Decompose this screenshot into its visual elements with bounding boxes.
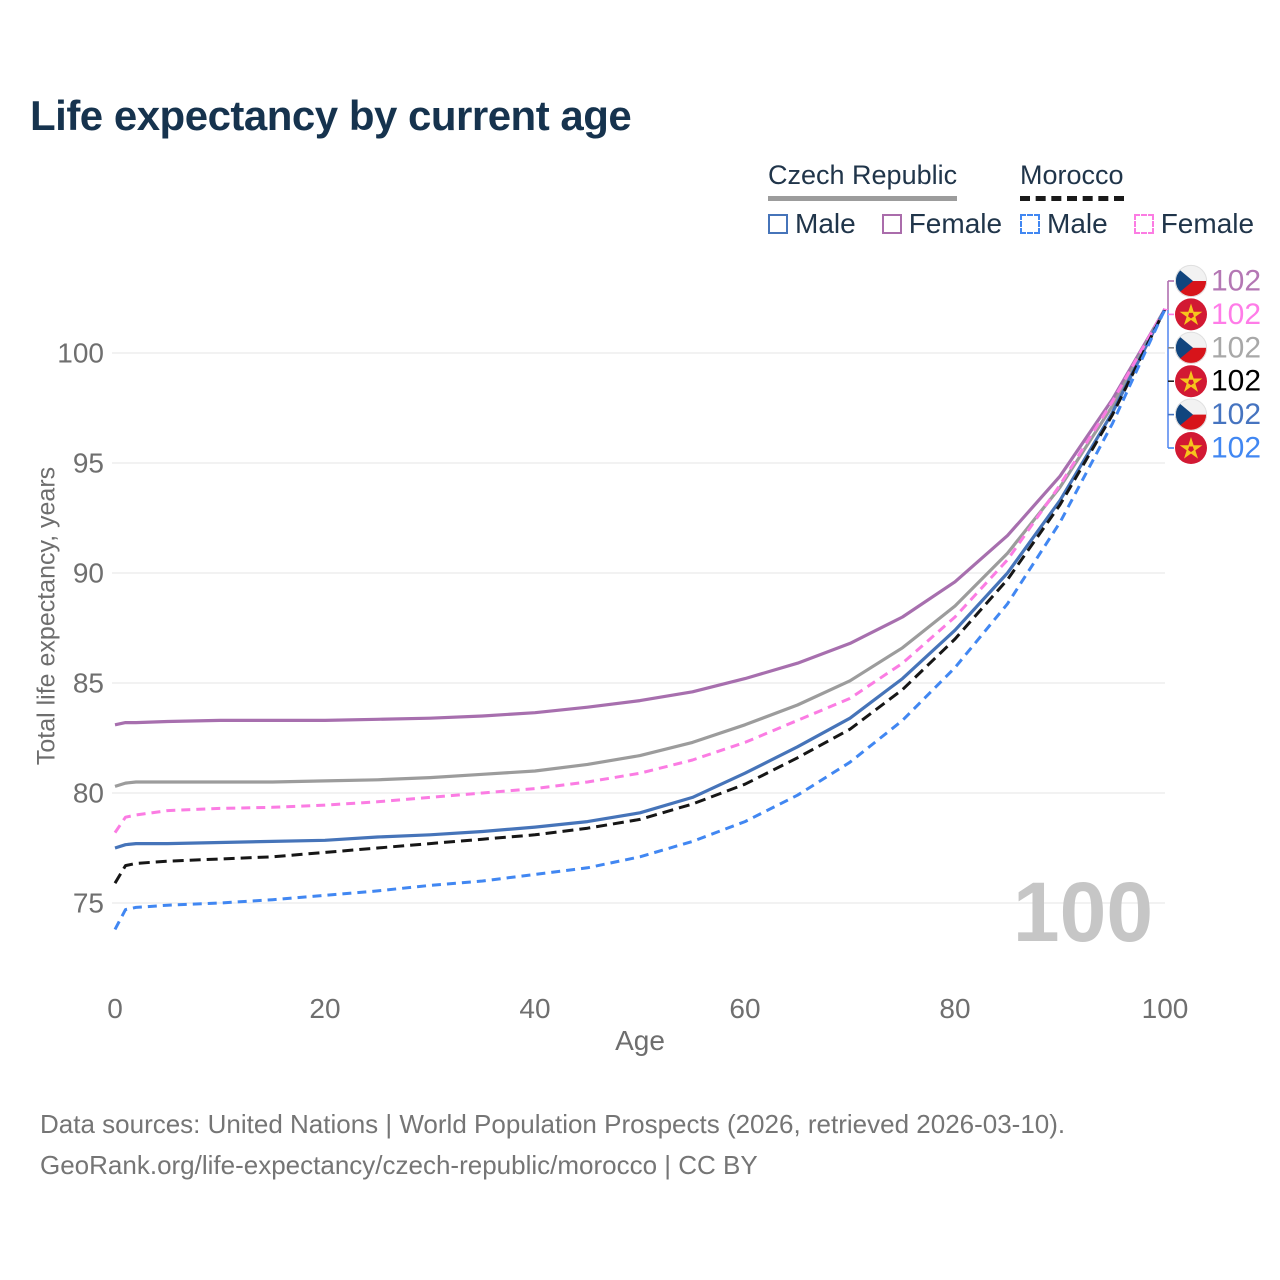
- end-value-czech-female: 102: [1211, 265, 1261, 298]
- leader-connector: [1162, 308, 1169, 311]
- czech-female-swatch-icon: [881, 214, 902, 234]
- czech-flag-icon: [1174, 398, 1208, 431]
- x-axis-title: Age: [615, 1025, 665, 1056]
- end-value-morocco-all: 102: [1211, 365, 1261, 398]
- legend-label-czech-female: Female: [908, 208, 1003, 239]
- x-tick-label-100: 100: [1142, 993, 1189, 1024]
- legend-header-czech-republic[interactable]: Czech Republic: [768, 160, 958, 201]
- legend-items-morocco: Male Female: [1020, 208, 1254, 240]
- series-line-morocco-male: [113, 308, 1167, 931]
- morocco-flag-icon: [1175, 432, 1207, 464]
- end-value-morocco-male: 102: [1211, 432, 1261, 465]
- czech-male-swatch-icon: [768, 214, 788, 234]
- series-line-czech-female: [114, 308, 1167, 727]
- morocco-male-swatch-icon: [1020, 214, 1040, 234]
- legend-label-morocco-female: Female: [1160, 208, 1255, 239]
- page-title: Life expectancy by current age: [30, 92, 632, 139]
- y-axis-title: Total life expectancy, years: [32, 466, 61, 766]
- legend-group-morocco: Morocco Male Female: [1020, 160, 1254, 240]
- end-value-morocco-female: 102: [1211, 298, 1261, 331]
- footer: Data sources: United Nations | World Pop…: [40, 1104, 1065, 1186]
- x-tick-label-80: 80: [939, 993, 970, 1024]
- x-tick-label-60: 60: [729, 993, 760, 1024]
- legend-items-czech: Male Female: [768, 208, 1002, 240]
- legend-item-morocco-female[interactable]: Female: [1133, 208, 1255, 240]
- series-line-morocco-female: [113, 308, 1167, 834]
- morocco-female-swatch-icon: [1133, 214, 1154, 234]
- y-tick-label-95: 95: [73, 448, 104, 479]
- series-line-morocco-all: [113, 308, 1167, 884]
- morocco-flag-icon: [1175, 298, 1207, 331]
- legend-group-czech-republic: Czech Republic Male Female: [768, 160, 1002, 240]
- series-line-czech-male: [114, 308, 1167, 850]
- end-value-czech-male: 102: [1211, 398, 1261, 431]
- footer-data-sources: Data sources: United Nations | World Pop…: [40, 1109, 1066, 1139]
- morocco-flag-icon: [1175, 365, 1207, 398]
- series-line-czech-all: [114, 308, 1167, 788]
- y-tick-label-75: 75: [73, 888, 104, 919]
- y-tick-label-90: 90: [73, 558, 104, 589]
- footer-attribution-url: GeoRank.org/life-expectancy/czech-republ…: [40, 1150, 758, 1180]
- legend-label-morocco-male: Male: [1047, 208, 1108, 239]
- y-tick-label-80: 80: [73, 778, 104, 809]
- x-tick-label-0: 0: [107, 993, 123, 1024]
- y-tick-label-100: 100: [57, 338, 104, 369]
- czech-flag-icon: [1174, 331, 1208, 364]
- czech-flag-icon: [1174, 264, 1208, 298]
- legend-item-czech-female[interactable]: Female: [881, 208, 1003, 240]
- legend-label-czech-male: Male: [795, 208, 856, 239]
- legend-header-morocco[interactable]: Morocco: [1020, 160, 1124, 201]
- legend-item-morocco-male[interactable]: Male: [1020, 208, 1108, 240]
- x-tick-label-20: 20: [309, 993, 340, 1024]
- age-watermark: 100: [1013, 865, 1153, 959]
- legend-item-czech-male[interactable]: Male: [768, 208, 856, 240]
- y-tick-label-85: 85: [73, 668, 104, 699]
- end-value-czech-all: 102: [1211, 331, 1261, 364]
- x-tick-label-40: 40: [519, 993, 550, 1024]
